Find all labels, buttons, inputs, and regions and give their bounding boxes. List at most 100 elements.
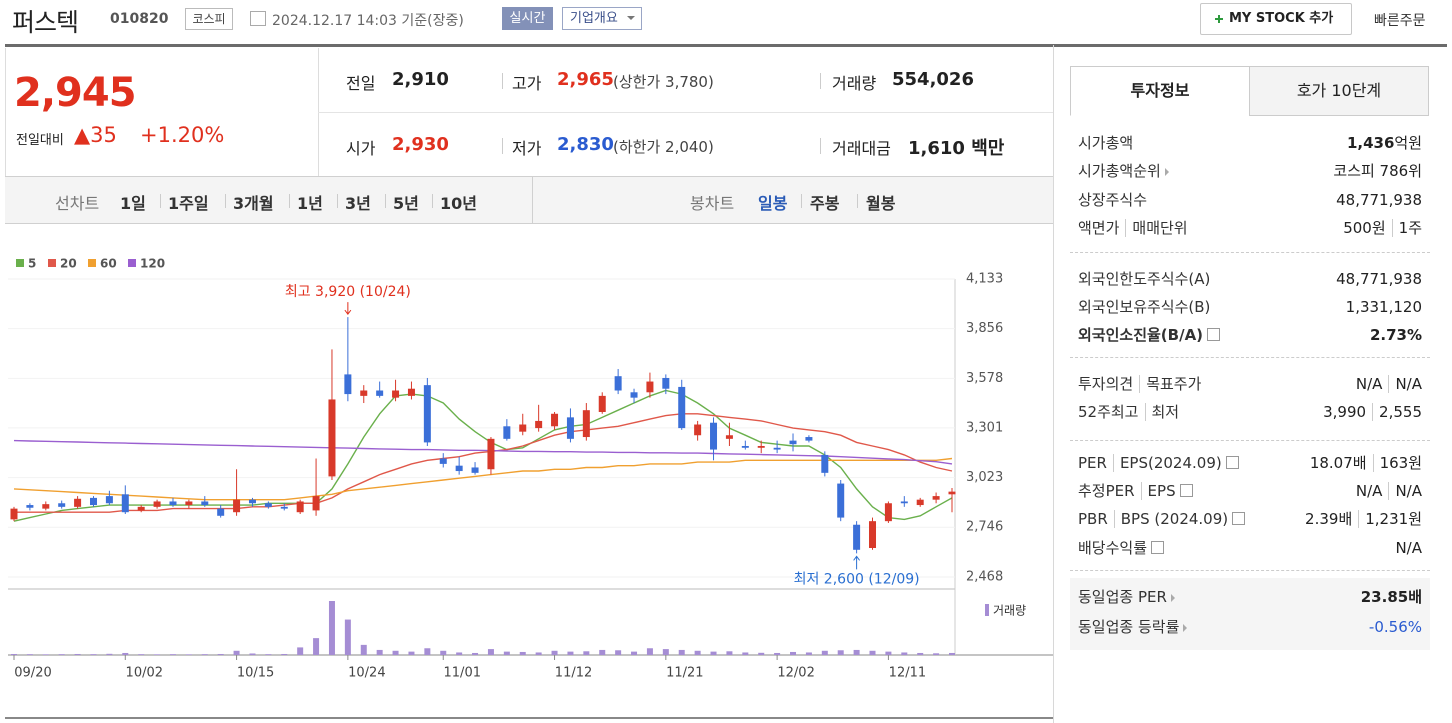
candle-body: [169, 501, 177, 506]
info-row: 상장주식수 48,771,938: [1078, 188, 1422, 212]
label-part: 매매단위: [1125, 219, 1188, 237]
volume-bar: [694, 650, 701, 655]
value-part: 163원: [1372, 454, 1422, 472]
legend-label: 120: [140, 257, 165, 271]
section-divider: [1070, 252, 1430, 253]
candle-body: [932, 496, 940, 500]
info-row: 외국인소진율(B/A) 2.73%: [1078, 323, 1422, 347]
y-tick-label: 2,746: [966, 520, 1003, 535]
quote-value: 2,910: [392, 69, 449, 90]
period-tab[interactable]: 3개월: [233, 194, 274, 213]
candle-body: [121, 494, 129, 513]
period-tab[interactable]: 1일: [120, 194, 146, 213]
info-value: 코스피 786위: [1333, 159, 1422, 183]
volume-bar: [217, 653, 224, 655]
info-value: -0.56%: [1369, 615, 1422, 639]
info-value: 48,771,938: [1336, 188, 1422, 212]
quick-order[interactable]: 빠른주문: [1374, 13, 1426, 29]
help-icon[interactable]: [1207, 328, 1221, 341]
candle-body: [710, 422, 718, 450]
ma-line: [14, 413, 953, 513]
info-label: 동일업종 PER: [1078, 585, 1179, 609]
volume-bar: [424, 648, 431, 655]
x-tick-label: 11/12: [555, 666, 592, 681]
volume-bar: [790, 651, 797, 655]
period-tab[interactable]: 5년: [393, 194, 419, 213]
info-row: 투자의견 목표주가 N/A N/A: [1078, 372, 1422, 396]
label-part: BPS (2024.09): [1113, 510, 1229, 528]
candle-body: [280, 506, 288, 509]
candle-tab[interactable]: 일봉: [758, 194, 788, 213]
volume-bar: [599, 649, 606, 655]
value-part: N/A: [1355, 375, 1383, 393]
volume-bar: [233, 650, 240, 655]
help-icon[interactable]: [1179, 484, 1193, 497]
candle-body: [487, 438, 495, 470]
candle-body: [248, 499, 256, 504]
volume-bar: [519, 651, 526, 655]
candle-body: [582, 410, 590, 438]
candle-tab[interactable]: 월봉: [866, 194, 896, 213]
tab-invest[interactable]: 투자정보: [1070, 66, 1250, 116]
volume-bar: [154, 654, 161, 655]
candle-body: [837, 483, 845, 518]
info-value: 48,771,938: [1336, 267, 1422, 291]
candle-body: [916, 499, 924, 506]
volume-bar: [440, 650, 447, 655]
label-part: EPS(2024.09): [1112, 454, 1222, 472]
separator: [160, 194, 161, 208]
realtime-button[interactable]: 실시간: [502, 7, 553, 30]
candle-body: [360, 390, 368, 396]
label-part: 목표주가: [1139, 375, 1202, 393]
tab-orderbook[interactable]: 호가 10단계: [1249, 66, 1429, 116]
legend-label: 5: [28, 257, 36, 271]
annotation: 최고 3,920 (10/24): [285, 284, 411, 300]
label-part: 동일업종 PER: [1078, 588, 1167, 606]
y-tick-label: 3,578: [966, 371, 1003, 386]
period-tab[interactable]: 1년: [297, 194, 323, 213]
help-icon[interactable]: [1225, 456, 1239, 469]
industry-bg: [1070, 578, 1430, 650]
period-tab[interactable]: 10년: [440, 194, 477, 213]
market-badge: 코스피: [185, 8, 233, 30]
divider: [318, 112, 1053, 113]
info-value: 2.73%: [1370, 323, 1422, 347]
separator: [801, 194, 802, 208]
candle-tab[interactable]: 주봉: [810, 194, 840, 213]
info-row: 시가총액 1,436억원: [1078, 131, 1422, 155]
volume-bar: [74, 653, 81, 655]
label-part: 투자의견: [1078, 375, 1134, 393]
period-tab[interactable]: 1주일: [168, 194, 209, 213]
volume-bar: [344, 619, 351, 655]
overview-dropdown[interactable]: 기업개요: [562, 7, 642, 30]
volume-bar: [185, 654, 192, 655]
volume-bar: [567, 651, 574, 655]
help-icon[interactable]: [1232, 512, 1246, 525]
value-part: 1,436: [1346, 134, 1395, 152]
y-tick-label: 2,468: [966, 570, 1003, 585]
quote-value: 2,930: [392, 134, 449, 155]
candle-body: [471, 467, 479, 473]
value-part: 2,555: [1372, 403, 1422, 421]
candle-body: [535, 420, 543, 429]
candle-body: [853, 524, 861, 550]
my-stock-button[interactable]: MY STOCK 추가: [1200, 3, 1352, 35]
candle-body: [296, 501, 304, 513]
change-label: 전일대비: [16, 133, 64, 148]
info-label: 추정PER EPS: [1078, 479, 1193, 503]
quote-label: 저가: [512, 139, 542, 158]
quote-label: 시가: [346, 139, 376, 158]
help-icon[interactable]: [1151, 541, 1165, 554]
candle-body: [58, 503, 66, 507]
info-row: 시가총액순위 코스피 786위: [1078, 159, 1422, 183]
volume-bar: [805, 652, 812, 655]
divider: [532, 177, 533, 223]
y-tick-label: 3,023: [966, 470, 1003, 485]
period-tab[interactable]: 3년: [345, 194, 371, 213]
label-part: 외국인소진율(B/A): [1078, 326, 1204, 344]
value-part: -0.56%: [1368, 618, 1422, 636]
x-tick-label: 11/01: [444, 666, 481, 681]
separator: [385, 194, 386, 208]
annotation-arrow: [344, 302, 352, 315]
